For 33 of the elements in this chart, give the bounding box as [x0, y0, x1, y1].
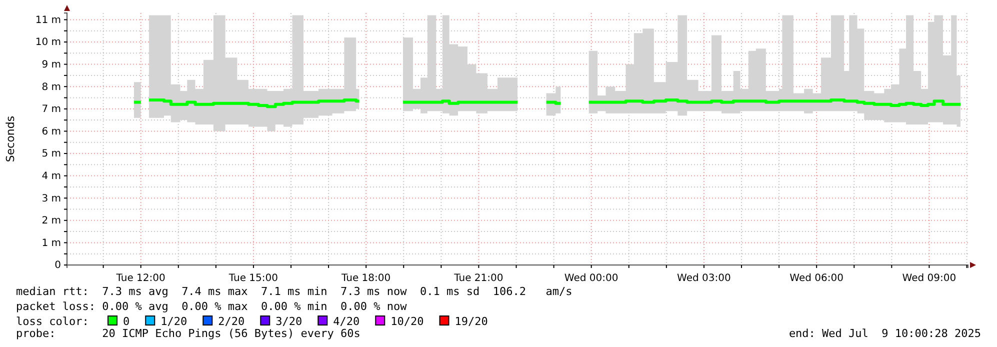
y-tick-label: 4 m — [42, 170, 61, 182]
y-tick-label: 8 m — [42, 82, 61, 93]
x-tick-label: Wed 06:00 — [790, 273, 844, 284]
y-tick-label: 11 m — [35, 14, 61, 26]
legend-label: 10/20 — [390, 315, 424, 328]
x-tick-label: Wed 00:00 — [564, 273, 618, 284]
text: packet loss: 0.00 % avg 0.00 % max 0.00 % min 0.00 % now — [16, 300, 408, 313]
legend-label: 19/20 — [454, 315, 488, 328]
x-tick-label: Tue 18:00 — [340, 273, 391, 284]
x-tick-label: Wed 09:00 — [902, 273, 956, 284]
y-tick-label: 10 m — [35, 37, 61, 48]
legend-title: loss color: — [16, 315, 89, 328]
y-tick-label: 1 m — [42, 238, 61, 249]
x-tick-label: Tue 21:00 — [453, 273, 504, 284]
text: probe: 20 ICMP Echo Pings (56 Bytes) every 60s — [16, 327, 360, 340]
y-tick-label: 3 m — [42, 193, 61, 204]
legend-label: 4/20 — [333, 315, 360, 328]
legend-label: 0 — [123, 315, 130, 328]
y-axis-title: Seconds — [4, 116, 17, 162]
x-tick-label: Tue 15:00 — [228, 273, 278, 284]
y-tick-label: 6 m — [42, 126, 61, 138]
text: median rtt: 7.3 ms avg 7.4 ms max 7.1 ms min 7.3 ms now 0.1 ms sd 106.2 am/s — [16, 285, 572, 298]
legend-label: 3/20 — [276, 315, 302, 328]
legend-label: 2/20 — [218, 315, 245, 328]
y-tick-label: 0 — [54, 260, 61, 272]
y-tick-label: 5 m — [42, 148, 61, 160]
x-tick-label: Wed 03:00 — [677, 273, 731, 284]
y-tick-label: 9 m — [42, 59, 61, 70]
y-tick-label: 7 m — [42, 104, 61, 116]
x-tick-label: Tue 12:00 — [115, 273, 166, 284]
y-tick-label: 2 m — [42, 216, 61, 227]
legend-label: 1/20 — [160, 315, 188, 328]
text: end: Wed Jul 9 10:00:28 2025 — [788, 327, 981, 340]
